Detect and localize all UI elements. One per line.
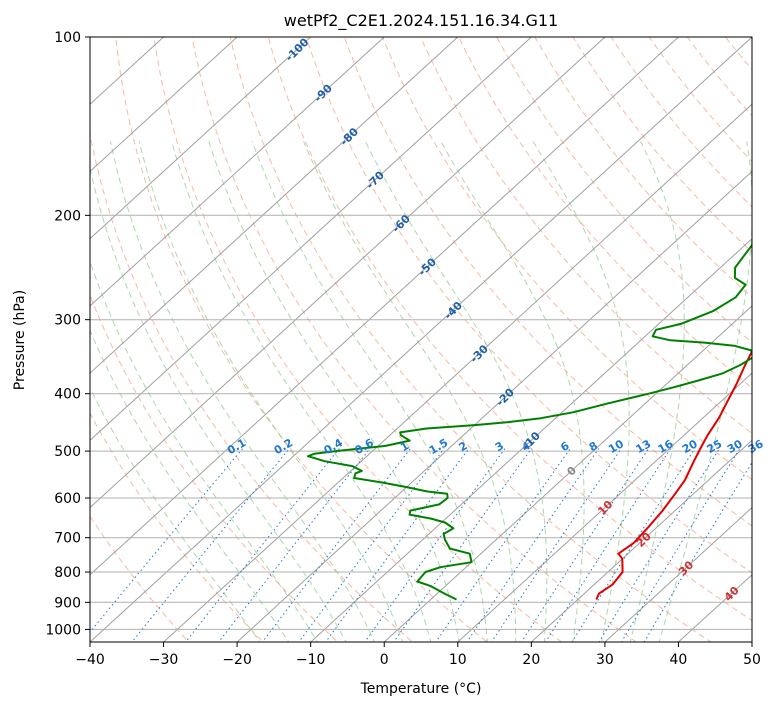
moist-adiabat-line bbox=[251, 141, 489, 642]
chart-title: wetPf2_C2E1.2024.151.16.34.G11 bbox=[284, 11, 558, 31]
plot-frame bbox=[89, 36, 753, 643]
background-lines bbox=[90, 37, 752, 642]
y-tick-label: 100 bbox=[54, 30, 81, 46]
x-axis-label: Temperature (°C) bbox=[360, 681, 482, 697]
series-line-1 bbox=[307, 243, 752, 601]
mixing-ratio-line bbox=[466, 448, 600, 642]
mixing-ratio-line bbox=[598, 448, 721, 642]
y-tick-label: 400 bbox=[54, 387, 81, 403]
isotherm-line bbox=[90, 37, 680, 576]
data-series bbox=[307, 243, 752, 601]
x-tick-label: 50 bbox=[743, 652, 761, 668]
y-tick-label: 600 bbox=[54, 491, 81, 507]
x-tick-label: −20 bbox=[222, 652, 252, 668]
isotherm-line bbox=[90, 37, 752, 642]
isotherm-line bbox=[457, 372, 752, 642]
dry-adiabat-line bbox=[90, 293, 339, 642]
isotherm-line bbox=[604, 506, 752, 642]
moist-adiabat-line bbox=[138, 141, 404, 642]
mixing-ratio-line bbox=[364, 448, 506, 642]
dry-adiabat-line bbox=[305, 37, 752, 574]
x-tick-label: 10 bbox=[449, 652, 467, 668]
isotherm-line bbox=[90, 37, 459, 374]
series-line-0 bbox=[595, 349, 752, 600]
y-tick-label: 800 bbox=[54, 565, 81, 581]
moist-adiabat-line bbox=[629, 141, 685, 642]
dry-adiabat-line bbox=[90, 131, 414, 642]
mixing-ratio-line bbox=[643, 461, 752, 642]
y-tick-label: 700 bbox=[54, 531, 81, 547]
moist-adiabat-line bbox=[90, 165, 347, 642]
y-tick-label: 900 bbox=[54, 595, 81, 611]
x-tick-label: 30 bbox=[596, 652, 614, 668]
isotherm-line bbox=[309, 237, 752, 642]
x-axis-ticks: −40 −30 −20 −10 0 10 20 30 40 50 bbox=[75, 642, 761, 668]
x-tick-label: 0 bbox=[380, 652, 389, 668]
mixing-ratio-lines bbox=[90, 448, 752, 642]
x-tick-label: 40 bbox=[670, 652, 688, 668]
moist-adiabat-line bbox=[364, 141, 548, 642]
y-tick-label: 500 bbox=[54, 444, 81, 460]
mixing-ratio-line bbox=[261, 448, 411, 642]
dry-adiabat-line bbox=[191, 37, 638, 642]
dry-adiabat-line bbox=[420, 37, 752, 435]
isotherm-line bbox=[90, 37, 533, 442]
dry-adiabat-line bbox=[229, 37, 712, 642]
moist-adiabat-line bbox=[208, 141, 460, 642]
isotherm-line bbox=[236, 170, 752, 642]
moist-adiabat-line bbox=[90, 387, 261, 642]
grid-lines bbox=[90, 37, 752, 642]
moist-adiabat-line bbox=[110, 141, 375, 642]
y-tick-label: 1000 bbox=[45, 622, 81, 638]
dry-adiabat-line bbox=[381, 37, 752, 481]
isotherm-line bbox=[530, 439, 752, 642]
y-axis-label: Pressure (hPa) bbox=[12, 290, 28, 390]
mixing-ratio-line bbox=[491, 448, 622, 642]
isotherm-line bbox=[90, 37, 238, 173]
mixing-ratio-line bbox=[131, 448, 290, 642]
mixing-ratio-line bbox=[435, 448, 571, 642]
y-tick-label: 300 bbox=[54, 313, 81, 329]
dry-adiabat-line bbox=[115, 37, 488, 642]
isotherm-line bbox=[90, 37, 385, 307]
y-axis-ticks: 100 200 300 400 500 600 700 800 900 1000 bbox=[45, 30, 90, 638]
moist-adiabat-line bbox=[303, 141, 517, 642]
isotherm-line bbox=[90, 37, 312, 240]
isotherm-line bbox=[162, 103, 752, 642]
mixing-ratio-line bbox=[218, 448, 371, 642]
dry-adiabat-line bbox=[267, 37, 752, 622]
moist-adiabat-line bbox=[658, 141, 752, 642]
x-tick-label: −30 bbox=[149, 652, 179, 668]
x-tick-label: 20 bbox=[522, 652, 540, 668]
moist-adiabat-line bbox=[440, 141, 585, 642]
x-tick-label: −10 bbox=[296, 652, 326, 668]
moist-adiabat-line bbox=[171, 141, 432, 642]
mixing-ratio-line bbox=[90, 448, 244, 633]
moist-adiabat-line bbox=[532, 141, 630, 642]
dry-adiabat-line bbox=[153, 37, 563, 642]
y-tick-label: 200 bbox=[54, 208, 81, 224]
isotherm-line bbox=[383, 305, 752, 642]
isotherm-line bbox=[90, 37, 606, 509]
x-tick-label: −40 bbox=[75, 652, 105, 668]
